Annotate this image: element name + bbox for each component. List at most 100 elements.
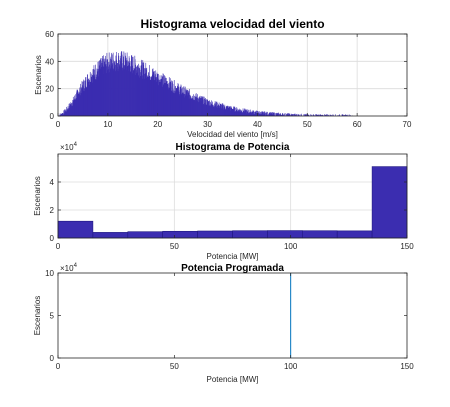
power-bar: [57, 220, 94, 239]
wind-bar: [63, 110, 65, 116]
power-bar: [371, 166, 408, 239]
x-axis-label: Potencia [MW]: [206, 252, 258, 261]
wind-bar: [321, 114, 322, 116]
x-tick-label: 50: [303, 120, 312, 129]
exponent-power: 4: [74, 263, 78, 269]
wind-bar: [317, 114, 319, 116]
wind-bar: [308, 114, 310, 116]
x-axis-label: Velocidad del viento [m/s]: [187, 130, 278, 139]
wind-bar: [294, 113, 295, 116]
wind-bar: [304, 113, 306, 116]
chart-title: Histograma velocidad del viento: [140, 17, 324, 31]
y-tick-label: 20: [45, 85, 54, 94]
wind-bar: [305, 113, 307, 116]
y-tick-label: 0: [50, 234, 55, 243]
x-tick-label: 30: [203, 120, 212, 129]
x-tick-label: 150: [400, 362, 414, 371]
wind-bar: [288, 113, 289, 116]
wind-bar: [233, 106, 235, 116]
y-tick-label: 5: [50, 312, 55, 321]
wind-bar: [306, 114, 307, 116]
wind-bar: [316, 114, 317, 116]
wind-bar: [332, 114, 334, 116]
wind-bar: [347, 114, 349, 116]
y-tick-label: 10: [45, 269, 54, 278]
wind-bar: [253, 111, 255, 116]
power-bar: [197, 230, 233, 239]
wind-bar: [324, 114, 325, 116]
wind-bar: [301, 113, 302, 116]
wind-bar: [256, 112, 258, 116]
y-tick-label: 40: [45, 57, 54, 66]
wind-bar: [290, 114, 291, 116]
wind-bar: [299, 114, 301, 116]
wind-bar: [235, 107, 237, 116]
exponent-base: ×10: [60, 264, 74, 273]
plot-area-3: [58, 273, 407, 358]
wind-bar: [245, 110, 247, 116]
wind-bar: [60, 113, 62, 116]
power-bar: [232, 230, 268, 239]
wind-bar: [343, 114, 345, 116]
wind-bar: [254, 111, 255, 116]
wind-bar: [283, 114, 285, 116]
x-tick-label: 100: [284, 362, 298, 371]
power-bar: [267, 230, 303, 239]
wind-bar: [293, 114, 294, 116]
wind-bar: [310, 114, 311, 116]
wind-bar: [318, 114, 320, 116]
wind-bar: [330, 114, 332, 116]
y-axis-label: Escenarios: [34, 55, 43, 95]
wind-bar: [260, 113, 262, 116]
wind-bar: [252, 110, 254, 116]
wind-bar: [280, 115, 282, 116]
power-bar: [92, 232, 129, 239]
power-bar: [301, 230, 338, 239]
wind-bar: [291, 114, 292, 116]
wind-bar: [248, 109, 249, 116]
wind-bar: [335, 114, 336, 116]
wind-bar: [322, 114, 324, 116]
wind-bar: [328, 114, 330, 116]
wind-bar: [346, 115, 348, 116]
wind-bar: [274, 113, 276, 116]
x-axis-label: Potencia [MW]: [206, 375, 258, 384]
wind-bar: [295, 115, 297, 116]
wind-bar: [278, 112, 279, 116]
y-tick-label: 0: [50, 112, 55, 121]
wind-bar: [326, 114, 328, 116]
wind-bar: [303, 114, 305, 116]
wind-bar: [270, 111, 271, 116]
wind-bar: [281, 114, 282, 116]
y-tick-label: 0: [50, 354, 55, 363]
axis-exponent: ×104: [60, 263, 78, 273]
wind-bar: [282, 113, 284, 116]
wind-bar: [263, 111, 265, 116]
wind-bar: [259, 112, 261, 116]
wind-bar: [289, 114, 291, 116]
wind-bar: [339, 114, 340, 116]
wind-bar: [276, 113, 278, 116]
wind-bar: [288, 115, 290, 116]
chart-title: Potencia Programada: [181, 263, 284, 274]
wind-bar: [271, 112, 273, 116]
wind-bar: [64, 109, 66, 116]
wind-bar: [267, 112, 268, 116]
y-axis-label: Escenarios: [33, 296, 42, 336]
wind-bar: [263, 112, 264, 116]
wind-bar: [284, 113, 286, 116]
axes-box-1: [57, 33, 408, 117]
wind-bar: [269, 112, 270, 116]
wind-bar: [317, 114, 318, 116]
wind-bar: [268, 113, 269, 116]
x-tick-label: 10: [103, 120, 112, 129]
wind-bar: [249, 109, 251, 116]
exponent-power: 4: [74, 142, 78, 148]
wind-histogram-bars: [58, 51, 353, 117]
wind-bar: [320, 114, 322, 116]
wind-bar: [333, 114, 335, 116]
wind-bar: [286, 114, 287, 116]
wind-bar: [342, 114, 344, 116]
